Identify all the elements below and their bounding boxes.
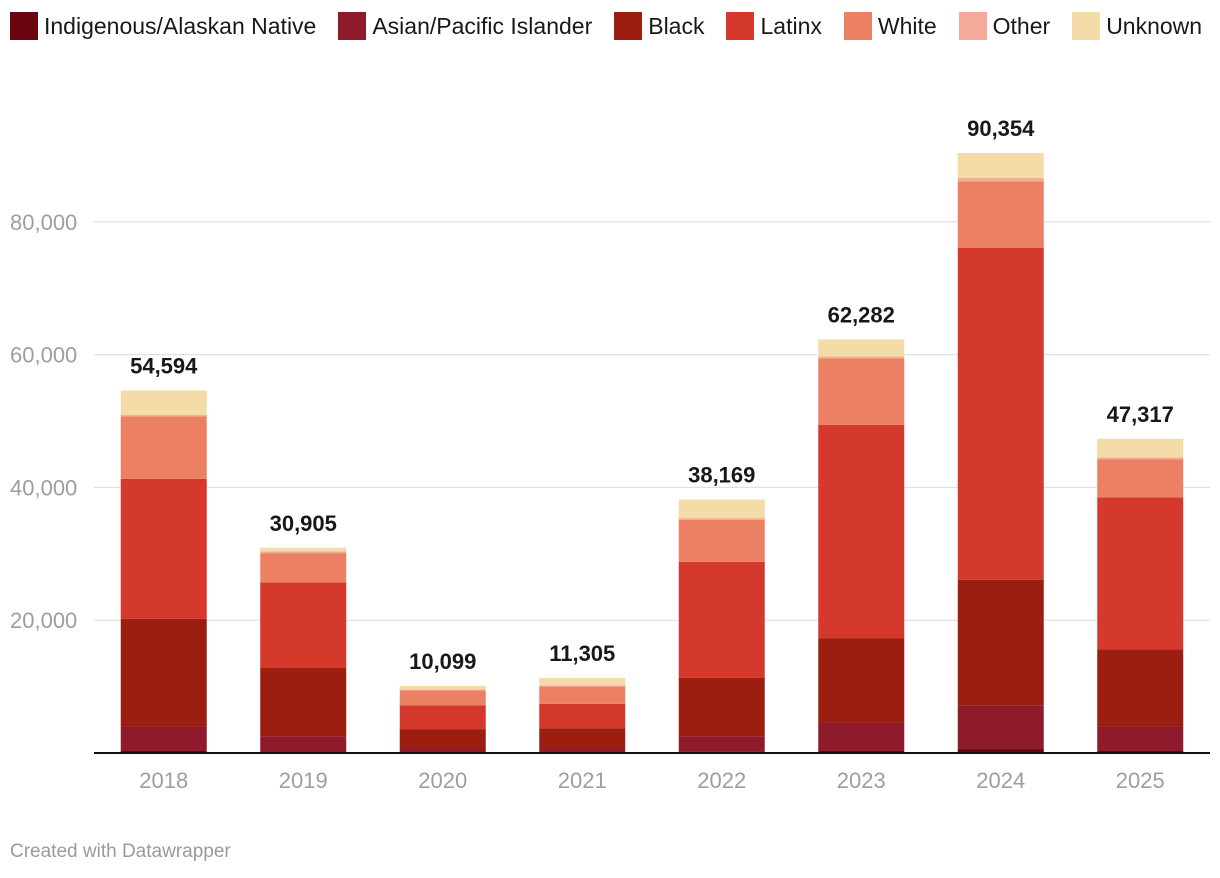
bar-segment bbox=[818, 356, 905, 359]
bar-total-label: 38,169 bbox=[688, 463, 755, 488]
legend-swatch bbox=[958, 12, 987, 40]
bar-segment bbox=[399, 690, 486, 706]
bar-total-label: 62,282 bbox=[828, 302, 895, 327]
x-tick-label: 2018 bbox=[139, 768, 188, 793]
legend-swatch bbox=[614, 12, 643, 40]
x-tick-label: 2022 bbox=[697, 768, 746, 793]
bar-segment bbox=[818, 339, 905, 357]
bar-segment bbox=[1097, 438, 1184, 458]
bar-total-label: 54,594 bbox=[130, 353, 198, 378]
bar-segment bbox=[957, 177, 1044, 182]
bar-segment bbox=[260, 582, 347, 669]
legend-swatch bbox=[1072, 12, 1101, 40]
bar-segment bbox=[957, 153, 1044, 178]
bar-segment bbox=[120, 416, 207, 479]
bar-segment bbox=[957, 579, 1044, 706]
stacked-bar-chart: 20,000 40,000 60,000 80,000 54,594 2018 30,905… bbox=[10, 116, 1210, 793]
bar-segment bbox=[957, 748, 1044, 753]
legend-item: Black bbox=[614, 12, 704, 40]
bar-segment bbox=[120, 618, 207, 727]
footer-credit: Created with Datawrapper bbox=[10, 841, 231, 862]
bar-segment bbox=[399, 705, 486, 730]
bar-total-label: 47,317 bbox=[1107, 402, 1174, 427]
bar-segment bbox=[818, 750, 905, 753]
bar-segment bbox=[399, 685, 486, 690]
bar-segment bbox=[1097, 649, 1184, 727]
bar-segment bbox=[120, 726, 207, 752]
bar-segment bbox=[539, 728, 626, 750]
x-tick-label: 2023 bbox=[837, 768, 886, 793]
legend-swatch bbox=[843, 12, 872, 40]
y-tick-label: 20,000 bbox=[10, 608, 77, 633]
bar-segment bbox=[539, 703, 626, 729]
bar-segment bbox=[539, 686, 626, 704]
bar-segment bbox=[678, 518, 765, 520]
bar-segment bbox=[818, 722, 905, 751]
bar-segment bbox=[120, 478, 207, 619]
x-tick-label: 2021 bbox=[558, 768, 607, 793]
legend-label: Black bbox=[648, 13, 705, 39]
bar-segment bbox=[1097, 459, 1184, 498]
legend-label: Indigenous/Alaskan Native bbox=[44, 13, 317, 39]
y-tick-label: 60,000 bbox=[10, 343, 77, 368]
bar-segment bbox=[957, 181, 1044, 248]
bar-segment bbox=[399, 729, 486, 750]
legend-item: Indigenous/Alaskan Native bbox=[10, 12, 316, 40]
bar-segment bbox=[818, 638, 905, 723]
bar-segment bbox=[260, 668, 347, 737]
bar-segment bbox=[260, 736, 347, 753]
bar-segment bbox=[678, 736, 765, 752]
bar-segment bbox=[678, 677, 765, 737]
legend-item: Asian/Pacific Islander bbox=[338, 12, 592, 40]
x-tick-label: 2025 bbox=[1116, 768, 1165, 793]
bar-segment bbox=[818, 358, 905, 425]
bar-segment bbox=[539, 749, 626, 753]
bar-segment bbox=[260, 547, 347, 552]
bar-segment bbox=[399, 749, 486, 753]
bar-segment bbox=[678, 519, 765, 562]
bar-segment bbox=[678, 561, 765, 678]
y-tick-label: 40,000 bbox=[10, 475, 77, 500]
bar-segment bbox=[539, 685, 626, 687]
legend-item: Other bbox=[958, 12, 1051, 40]
bar-segment bbox=[1097, 497, 1184, 650]
bar-segment bbox=[678, 499, 765, 519]
bar-total-label: 30,905 bbox=[270, 511, 337, 536]
bar-segment bbox=[260, 553, 347, 583]
bar-segment bbox=[1097, 726, 1184, 752]
y-tick-label: 80,000 bbox=[10, 210, 77, 235]
bar-segment bbox=[399, 689, 486, 691]
legend-label: Asian/Pacific Islander bbox=[372, 13, 593, 39]
x-tick-label: 2024 bbox=[976, 768, 1025, 793]
legend-label: Latinx bbox=[760, 13, 822, 39]
legend-label: Unknown bbox=[1106, 13, 1203, 39]
legend-label: Other bbox=[992, 13, 1051, 39]
legend: Indigenous/Alaskan Native Asian/Pacific I… bbox=[10, 12, 1210, 40]
bar-segment bbox=[818, 424, 905, 639]
legend-item: Unknown bbox=[1072, 12, 1202, 40]
legend-item: Latinx bbox=[726, 12, 822, 40]
legend-item: White bbox=[843, 12, 937, 40]
bar-total-label: 90,354 bbox=[967, 116, 1035, 141]
bar-segment bbox=[1097, 457, 1184, 460]
bar-segment bbox=[957, 705, 1044, 749]
bar-segment bbox=[260, 551, 347, 554]
bar-segment bbox=[120, 390, 207, 415]
legend-swatch bbox=[10, 12, 38, 40]
bar-segment bbox=[539, 677, 626, 686]
bar-segment bbox=[957, 247, 1044, 580]
bar-segment bbox=[120, 414, 207, 417]
x-tick-label: 2020 bbox=[418, 768, 467, 793]
legend-swatch bbox=[338, 12, 367, 40]
legend-label: White bbox=[877, 13, 937, 39]
bar-total-label: 11,305 bbox=[549, 641, 615, 666]
legend-swatch bbox=[726, 12, 755, 40]
bar-total-label: 10,099 bbox=[409, 649, 476, 674]
x-tick-label: 2019 bbox=[279, 768, 328, 793]
